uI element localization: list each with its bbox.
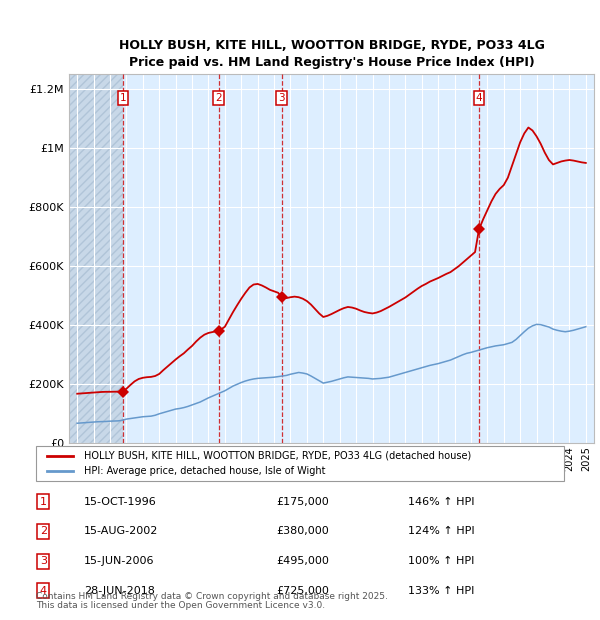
Text: 3: 3	[40, 556, 47, 566]
Text: 124% ↑ HPI: 124% ↑ HPI	[408, 526, 475, 536]
Text: 1: 1	[119, 94, 126, 104]
Text: 15-JUN-2006: 15-JUN-2006	[84, 556, 155, 566]
Text: 2: 2	[215, 94, 222, 104]
Text: 133% ↑ HPI: 133% ↑ HPI	[408, 586, 475, 596]
Text: HPI: Average price, detached house, Isle of Wight: HPI: Average price, detached house, Isle…	[83, 466, 325, 476]
Text: 4: 4	[40, 586, 47, 596]
Text: 2: 2	[40, 526, 47, 536]
Text: £380,000: £380,000	[276, 526, 329, 536]
Text: 146% ↑ HPI: 146% ↑ HPI	[408, 497, 475, 507]
Text: £175,000: £175,000	[276, 497, 329, 507]
Text: Contains HM Land Registry data © Crown copyright and database right 2025.: Contains HM Land Registry data © Crown c…	[36, 592, 388, 601]
Text: 15-OCT-1996: 15-OCT-1996	[84, 497, 157, 507]
Text: £495,000: £495,000	[276, 556, 329, 566]
Text: 15-AUG-2002: 15-AUG-2002	[84, 526, 158, 536]
Text: 28-JUN-2018: 28-JUN-2018	[84, 586, 155, 596]
Text: 4: 4	[476, 94, 482, 104]
Text: 100% ↑ HPI: 100% ↑ HPI	[408, 556, 475, 566]
FancyBboxPatch shape	[36, 446, 564, 480]
Text: £725,000: £725,000	[276, 586, 329, 596]
Text: This data is licensed under the Open Government Licence v3.0.: This data is licensed under the Open Gov…	[36, 601, 325, 610]
Text: 3: 3	[278, 94, 285, 104]
Title: HOLLY BUSH, KITE HILL, WOOTTON BRIDGE, RYDE, PO33 4LG
Price paid vs. HM Land Reg: HOLLY BUSH, KITE HILL, WOOTTON BRIDGE, R…	[119, 39, 544, 69]
Text: HOLLY BUSH, KITE HILL, WOOTTON BRIDGE, RYDE, PO33 4LG (detached house): HOLLY BUSH, KITE HILL, WOOTTON BRIDGE, R…	[83, 451, 471, 461]
Text: 1: 1	[40, 497, 47, 507]
Bar	[69, 74, 123, 443]
